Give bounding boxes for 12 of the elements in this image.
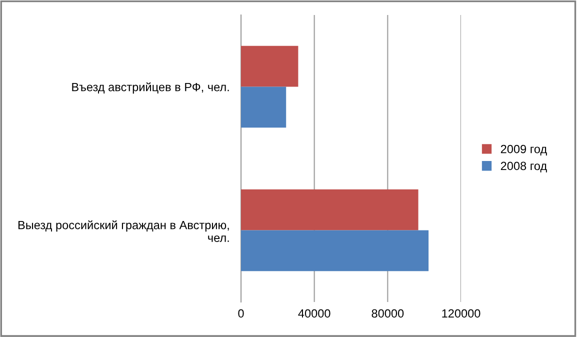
- x-tick-label: 40000: [298, 309, 330, 318]
- x-tick-label: 80000: [372, 309, 404, 318]
- x-tick-label: 0: [238, 309, 244, 318]
- y-tick-label: Выезд российский граждан в Австрию, чел.: [18, 220, 229, 242]
- bar: [241, 46, 298, 87]
- bar: [241, 189, 418, 230]
- legend-label: 2009 год: [500, 144, 547, 156]
- bar: [241, 230, 429, 272]
- x-tick-label: 120000: [442, 309, 480, 318]
- bar: [241, 86, 286, 128]
- y-tick-label: Въезд австрийцев в РФ, чел.: [72, 82, 229, 94]
- legend-label: 2008 год: [500, 162, 547, 172]
